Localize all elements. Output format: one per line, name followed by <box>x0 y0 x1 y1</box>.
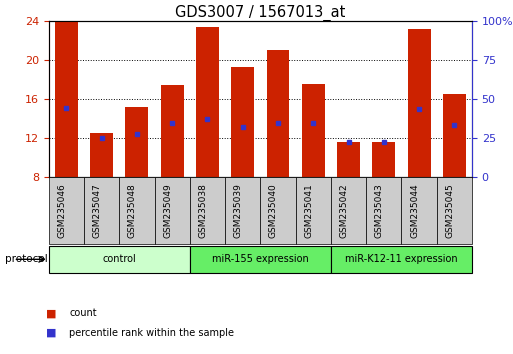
Bar <box>408 29 430 177</box>
FancyBboxPatch shape <box>154 177 190 244</box>
Text: GSM235042: GSM235042 <box>340 183 348 238</box>
FancyBboxPatch shape <box>190 246 331 273</box>
Text: GSM235040: GSM235040 <box>269 183 278 238</box>
Bar <box>196 27 219 177</box>
Text: GSM235046: GSM235046 <box>57 183 66 238</box>
Bar <box>231 67 254 177</box>
Bar <box>337 142 360 177</box>
FancyBboxPatch shape <box>295 177 331 244</box>
Text: GSM235047: GSM235047 <box>93 183 102 238</box>
FancyBboxPatch shape <box>190 177 225 244</box>
Text: control: control <box>103 254 136 264</box>
FancyBboxPatch shape <box>331 246 472 273</box>
Bar <box>55 22 78 177</box>
Text: ■: ■ <box>46 328 56 338</box>
Bar <box>443 94 466 177</box>
FancyBboxPatch shape <box>260 177 295 244</box>
Text: GSM235038: GSM235038 <box>199 183 207 238</box>
Bar <box>372 142 395 177</box>
Text: miR-K12-11 expression: miR-K12-11 expression <box>345 254 458 264</box>
Title: GDS3007 / 1567013_at: GDS3007 / 1567013_at <box>175 5 346 21</box>
FancyBboxPatch shape <box>401 177 437 244</box>
Bar <box>126 107 148 177</box>
Text: protocol: protocol <box>5 254 48 264</box>
Text: GSM235044: GSM235044 <box>410 183 419 238</box>
FancyBboxPatch shape <box>331 177 366 244</box>
Text: GSM235048: GSM235048 <box>128 183 137 238</box>
Bar <box>302 84 325 177</box>
Text: GSM235045: GSM235045 <box>445 183 455 238</box>
FancyBboxPatch shape <box>437 177 472 244</box>
FancyBboxPatch shape <box>49 246 190 273</box>
Bar <box>90 133 113 177</box>
Text: GSM235041: GSM235041 <box>304 183 313 238</box>
FancyBboxPatch shape <box>84 177 119 244</box>
FancyBboxPatch shape <box>225 177 260 244</box>
Bar <box>267 50 289 177</box>
Text: GSM235043: GSM235043 <box>375 183 384 238</box>
Bar <box>161 85 184 177</box>
FancyBboxPatch shape <box>366 177 401 244</box>
Text: GSM235039: GSM235039 <box>234 183 243 238</box>
Text: percentile rank within the sample: percentile rank within the sample <box>69 328 234 338</box>
FancyBboxPatch shape <box>49 177 84 244</box>
Text: ■: ■ <box>46 308 56 318</box>
Text: miR-155 expression: miR-155 expression <box>212 254 309 264</box>
FancyBboxPatch shape <box>119 177 154 244</box>
Text: GSM235049: GSM235049 <box>163 183 172 238</box>
Text: count: count <box>69 308 97 318</box>
